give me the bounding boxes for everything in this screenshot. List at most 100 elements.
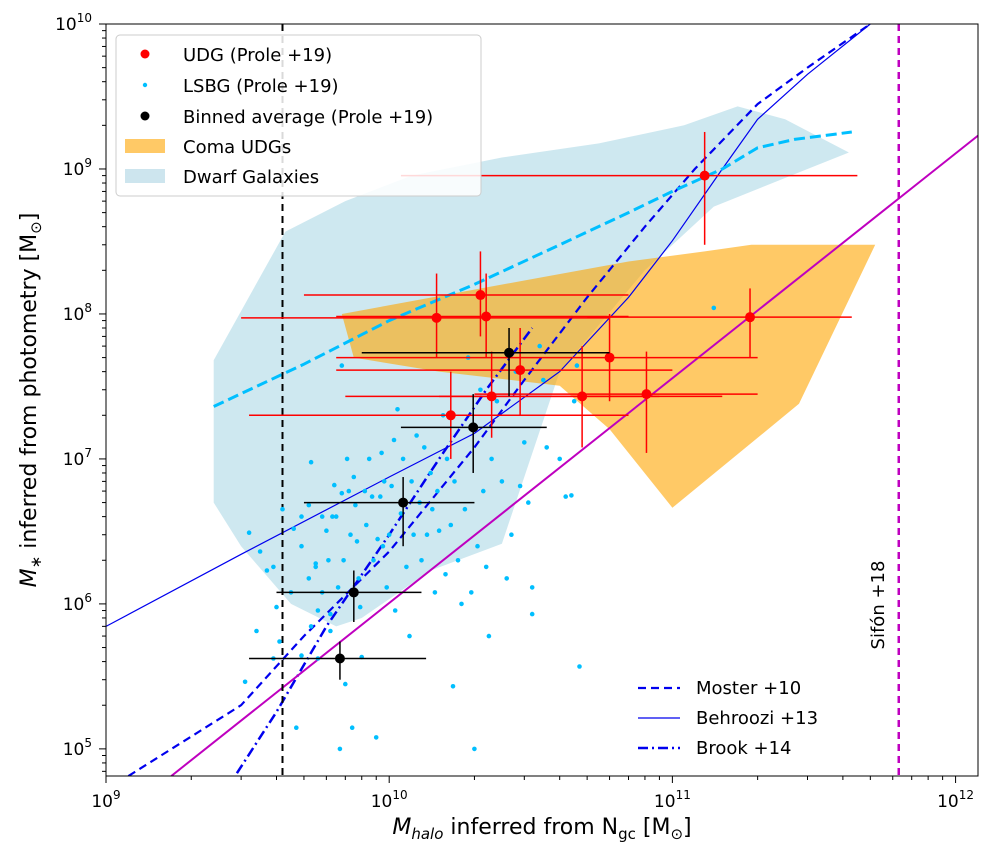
lsbg-point	[489, 456, 494, 462]
udg-point-marker	[699, 170, 710, 181]
udg-point	[303, 251, 629, 337]
lsbg-point	[459, 601, 464, 607]
legend-patch-dwarf	[125, 169, 165, 183]
lsbg-point	[366, 456, 372, 462]
lsbg-point	[291, 526, 297, 531]
legend-bottom-right: Moster +10 Behroozi +13 Brook +14	[638, 678, 818, 759]
lsbg-point	[494, 398, 500, 404]
legend-marker-udg	[140, 49, 150, 59]
lsbg-point	[333, 514, 339, 519]
legend-label-dwarf: Dwarf Galaxies	[183, 167, 319, 188]
lsbg-point	[571, 398, 577, 404]
udg-point-marker	[481, 311, 492, 322]
lsbg-point	[381, 479, 387, 484]
lsbg-point	[364, 522, 369, 528]
lsbg-point	[486, 633, 492, 639]
lsbg-point	[419, 558, 424, 563]
lsbg-point	[404, 564, 409, 570]
lsbg-point	[344, 456, 350, 462]
x-axis: 109 1010 1011 1012	[91, 776, 974, 812]
lsbg-point	[299, 514, 304, 519]
lsbg-points	[242, 305, 717, 752]
plot-area	[106, 24, 978, 776]
lsbg-point	[337, 746, 343, 752]
udg-points	[241, 131, 858, 459]
udg-point-marker	[577, 391, 588, 402]
lsbg-point	[379, 450, 384, 456]
lsbg-point	[517, 483, 523, 489]
lsbg-point	[577, 664, 582, 669]
lsbg-point	[341, 558, 346, 563]
udg-point	[336, 313, 758, 402]
lsbg-point	[246, 530, 252, 535]
lsbg-point	[315, 608, 321, 613]
lsbg-point	[436, 528, 442, 533]
legend-marker-binned	[140, 111, 150, 121]
binned-point-marker	[504, 347, 515, 358]
binned-point-marker	[348, 587, 359, 598]
udg-point-marker	[445, 410, 456, 421]
udg-point-marker	[745, 312, 756, 323]
lsbg-point	[306, 502, 312, 508]
binned-points	[249, 328, 610, 680]
lsbg-point	[357, 604, 363, 610]
lsbg-point	[448, 522, 454, 528]
legend-label-brook: Brook +14	[696, 738, 792, 759]
lsbg-point	[509, 532, 514, 537]
binned-point	[361, 328, 610, 397]
x-tick-label: 109	[91, 788, 120, 812]
lsbg-point	[432, 590, 438, 595]
udg-point	[587, 288, 852, 358]
lsbg-point	[299, 653, 304, 658]
y-tick-label: 108	[63, 301, 92, 325]
lsbg-point	[526, 500, 531, 505]
lsbg-point	[389, 483, 394, 489]
lsbg-point	[481, 488, 486, 494]
y-tick-label: 1010	[55, 11, 92, 35]
lsbg-point	[373, 735, 379, 740]
lsbg-point	[430, 506, 435, 512]
lsbg-point	[414, 433, 419, 438]
lsbg-point	[362, 488, 368, 494]
lsbg-point	[499, 479, 505, 484]
lsbg-point	[313, 564, 319, 570]
udg-point-marker	[515, 365, 526, 376]
lsbg-point	[326, 558, 331, 563]
curve-magenta-relation	[170, 134, 978, 776]
udg-point	[336, 273, 629, 358]
lsbg-point	[330, 514, 335, 519]
lsbg-point	[343, 681, 348, 687]
lsbg-point	[574, 363, 580, 368]
lsbg-point	[313, 561, 319, 566]
lsbg-point	[504, 576, 510, 581]
lsbg-point	[308, 459, 314, 465]
curve-moster-10	[127, 24, 871, 776]
lsbg-point	[455, 558, 461, 563]
lsbg-point	[274, 604, 279, 610]
y-tick-label: 106	[63, 591, 92, 615]
lsbg-point	[354, 539, 360, 544]
udg-point-marker	[641, 389, 652, 400]
lsbg-point	[308, 624, 314, 629]
lsbg-point	[569, 493, 574, 498]
legend-label-coma: Coma UDGs	[183, 137, 291, 158]
lsbg-point	[375, 536, 380, 542]
binned-point	[303, 477, 475, 547]
lsbg-point	[369, 494, 375, 499]
plot-frame	[105, 23, 979, 777]
binned-point	[249, 641, 427, 680]
lsbg-point	[424, 532, 430, 537]
y-tick-label: 105	[63, 736, 92, 760]
lsbg-point	[557, 456, 562, 462]
binned-point	[276, 570, 422, 623]
y-tick-label: 107	[63, 446, 92, 470]
lsbg-point	[351, 474, 357, 480]
lsbg-point	[541, 377, 546, 383]
lsbg-point	[264, 568, 270, 573]
lsbg-point	[435, 488, 440, 494]
lsbg-point	[384, 585, 390, 590]
lsbg-point	[544, 445, 549, 450]
y-tick-label: 109	[63, 156, 92, 180]
x-tick-label: 1011	[654, 788, 691, 812]
